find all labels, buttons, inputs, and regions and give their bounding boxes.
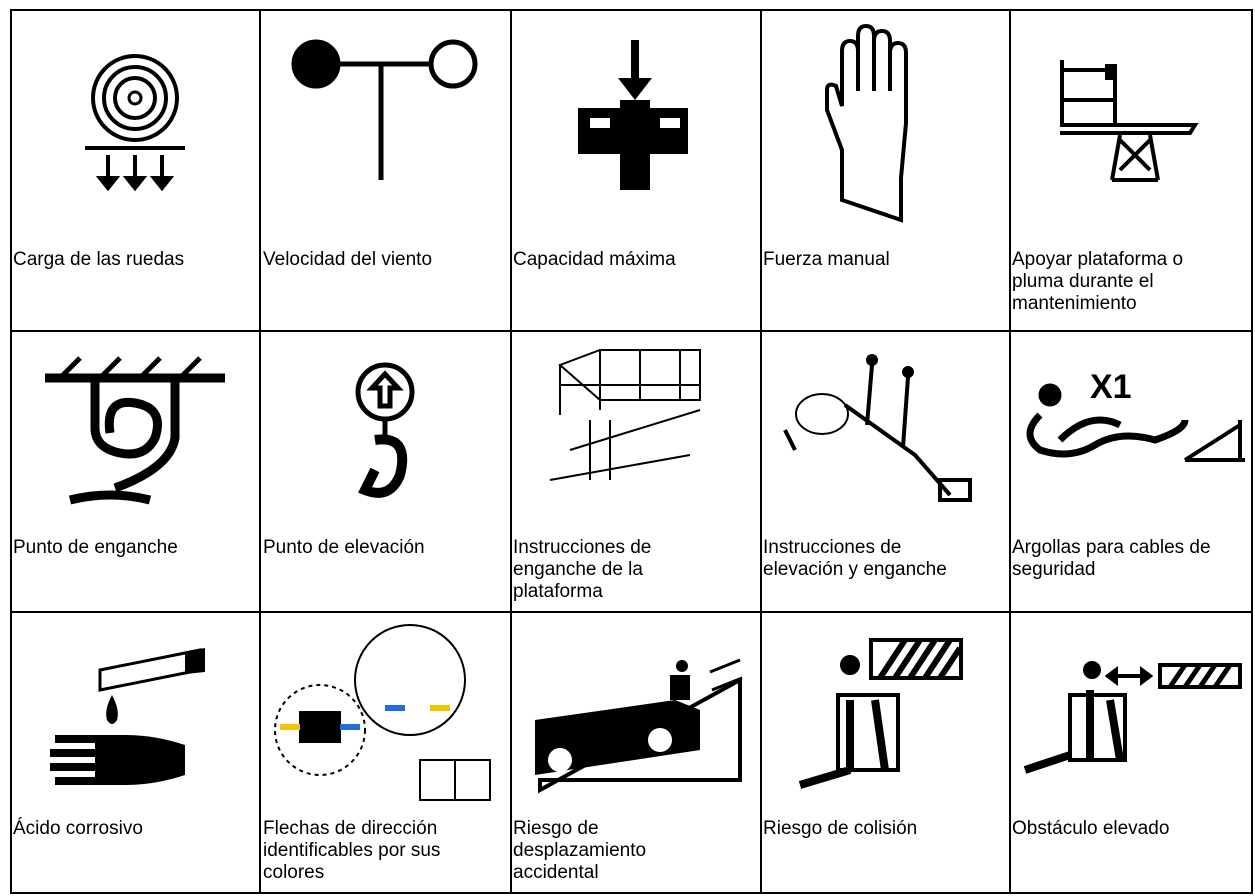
symbol-label: Punto de elevación [263, 537, 425, 558]
unintended-movement-icon [535, 658, 743, 794]
collision-icon [798, 638, 963, 789]
symbol-label: Riesgo de colisión [763, 818, 918, 839]
overhead-obstacle-icon [1023, 661, 1242, 774]
lanyard-icon: X1 [1026, 368, 1245, 462]
symbol-label: Velocidad del viento [263, 249, 433, 270]
grid [10, 9, 1253, 894]
symbol-label: Flechas de dirección identificables por … [263, 818, 441, 883]
symbol-label: Ácido corrosivo [13, 818, 143, 839]
symbol-label: Riesgo de desplazamiento accidental [513, 818, 647, 883]
max-capacity-icon [578, 40, 688, 190]
x1-mark: X1 [1090, 368, 1132, 406]
direction-arrows-icon [274, 624, 491, 801]
wheel-load-icon [85, 54, 185, 192]
symbol-label: Capacidad máxima [513, 249, 676, 270]
symbol-label: Instrucciones de elevación y enganche [763, 537, 947, 580]
symbol-label: Fuerza manual [763, 249, 890, 270]
lifting-point-icon [355, 362, 415, 498]
wind-speed-icon [291, 39, 478, 180]
lifting-tie-icon [783, 354, 972, 502]
manual-force-icon [825, 23, 908, 223]
symbol-label: Apoyar plataforma o pluma durante el man… [1012, 249, 1184, 314]
symbol-label: Obstáculo elevado [1012, 818, 1170, 839]
tie-down-icon [45, 356, 225, 505]
symbol-label: Argollas para cables de seguridad [1012, 537, 1211, 580]
acid-icon [50, 648, 205, 785]
support-platform-icon [1060, 60, 1199, 182]
symbol-label: Punto de enganche [13, 537, 178, 558]
symbol-label: Carga de las ruedas [13, 249, 185, 270]
platform-tie-icon [549, 349, 701, 481]
symbol-label: Instrucciones de enganche de la platafor… [513, 537, 652, 602]
